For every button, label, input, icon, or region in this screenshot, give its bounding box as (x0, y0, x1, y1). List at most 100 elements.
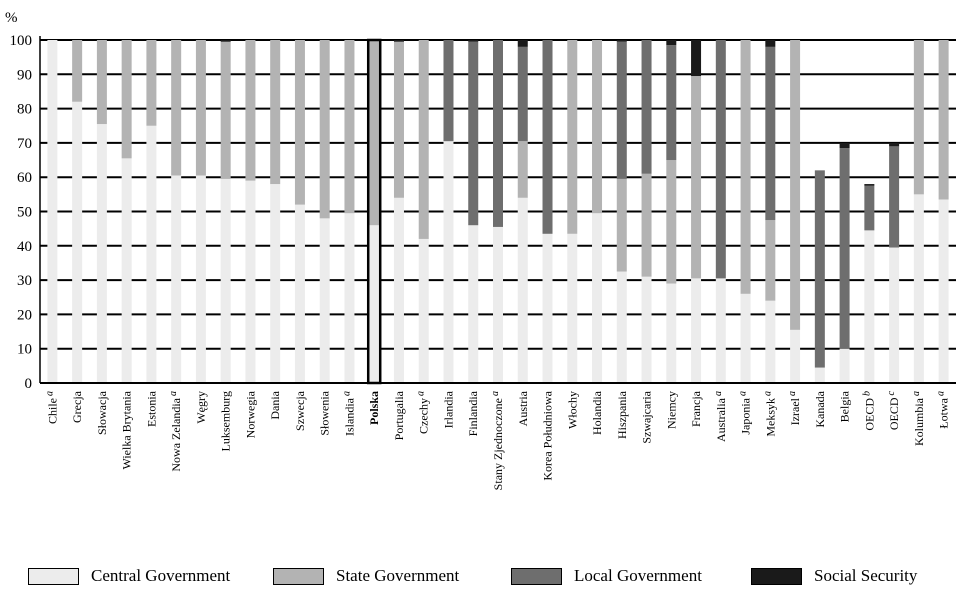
stacked-bar-chart: 0 10 20 30 40 50 60 70 80 90 100 Chilea Grecja Słowa… (5, 10, 956, 490)
category-label: Korea Południowa (541, 390, 555, 480)
bar-segment (344, 40, 355, 214)
bar-segment (790, 40, 801, 330)
legend-label: Local Government (574, 566, 702, 585)
bar-segment (765, 46, 776, 221)
category-label: Estonia (144, 390, 158, 427)
legend-swatch (273, 567, 324, 585)
bar-segment (715, 40, 726, 279)
bar-segment (938, 40, 949, 200)
bar-segment (220, 40, 231, 42)
bar-segment (839, 142, 850, 149)
bar-segment (369, 225, 380, 383)
bar-segment (493, 226, 503, 383)
bar-segment (72, 101, 83, 384)
bar-segment (195, 175, 206, 383)
bar-segment (740, 293, 751, 383)
bar-segment (319, 40, 330, 219)
category-label: Nowa Zelandiaa (168, 391, 183, 472)
legend-item: Social Security (751, 565, 917, 587)
legend-swatch (511, 567, 562, 585)
bar-segment (889, 247, 900, 383)
bar-segment (220, 41, 231, 179)
y-tick-label: 0 (25, 376, 33, 392)
y-tick-label: 10 (17, 342, 32, 358)
bar-segment (691, 76, 702, 279)
bar-segment (146, 125, 157, 383)
category-label: Finlandia (466, 390, 480, 436)
category-label: Francja (689, 390, 703, 427)
x-tick-labels: Chilea Grecja Słowacja Wielka Brytania Eston… (44, 390, 950, 490)
category-label: Portugalia (392, 390, 406, 440)
category-label: Wielka Brytania (120, 390, 134, 469)
bar-segment (641, 276, 652, 383)
category-label: Japoniaa (738, 391, 753, 435)
bar-segment (369, 40, 380, 226)
category-label: Irlandia (441, 390, 455, 428)
bar-segment (765, 300, 776, 383)
category-label: Polska (367, 391, 381, 425)
category-label: Czechya (416, 391, 431, 434)
category-label: Niemcy (664, 391, 678, 429)
y-tick-label: 90 (17, 67, 32, 83)
bar-segment (839, 348, 850, 383)
bar-segment (171, 40, 182, 176)
bar-segment (567, 233, 578, 383)
bar-segment (765, 40, 776, 47)
bar-segment (468, 41, 479, 226)
category-label: Meksyka (762, 391, 777, 437)
category-label: Kolumbiaa (911, 391, 926, 446)
bar-segment (666, 283, 677, 383)
bar-segment (517, 46, 528, 142)
bar-segment (740, 40, 751, 294)
bar-segment (294, 40, 305, 205)
bar-segment (616, 178, 627, 272)
bar-segment (344, 213, 355, 383)
bar-segment (616, 41, 627, 179)
bar-segment (765, 220, 776, 301)
y-tick-label: 20 (17, 307, 32, 323)
bar-segment (72, 40, 83, 102)
category-label: Australiaa (713, 391, 728, 442)
bar-segment (121, 40, 132, 159)
bar-segment (938, 199, 949, 383)
bar-segment (47, 40, 58, 383)
y-tick-label: 30 (17, 273, 32, 289)
category-label: Szwajcaria (640, 390, 654, 443)
bar-segment (443, 141, 454, 383)
bar-segment (542, 40, 553, 234)
bar-segment (641, 173, 652, 277)
bar-segment (666, 45, 677, 161)
category-label: Austria (516, 390, 530, 426)
bar-segment (592, 40, 603, 214)
y-tick-label: 50 (17, 205, 32, 221)
category-label: Węgry (194, 391, 208, 424)
category-label: Holandia (590, 390, 604, 435)
category-label: Włochy (565, 391, 579, 429)
bar-segment (641, 40, 652, 174)
legend-label: State Government (336, 566, 460, 585)
bar-segment (666, 160, 677, 284)
category-label: Chilea (44, 391, 59, 424)
bar-segment (616, 271, 627, 383)
bar-segment (691, 40, 702, 77)
y-tick-label: 40 (17, 239, 32, 255)
y-tick-label: 80 (17, 102, 32, 118)
bar-segment (517, 197, 528, 383)
bar-segment (418, 238, 429, 383)
category-label: Izraela (787, 391, 802, 425)
bar-segment (393, 41, 404, 198)
legend-swatch (751, 567, 802, 585)
category-label: Hiszpania (615, 390, 629, 439)
legend-item: State Government (273, 565, 459, 587)
bar-segment (245, 180, 256, 383)
category-label: Słowacja (95, 390, 109, 435)
legend-item: Local Government (511, 565, 702, 587)
bar-segment (493, 40, 503, 227)
bar-segment (468, 225, 479, 383)
bar-segment (666, 40, 677, 46)
bar-segment (517, 40, 528, 47)
y-axis-label: % (5, 10, 18, 26)
bar-segment (468, 40, 479, 42)
bar-segment (790, 329, 801, 383)
bar-segment (220, 178, 231, 383)
